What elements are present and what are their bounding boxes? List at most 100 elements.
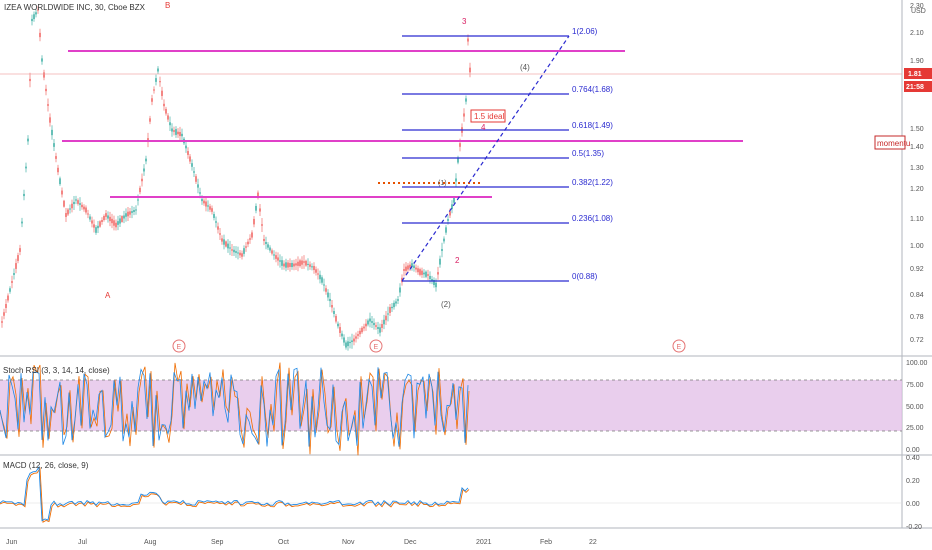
- candle-body: [389, 307, 391, 313]
- time-axis[interactable]: Jun Jul Aug Sep Oct Nov Dec 2021 Feb 22: [6, 539, 597, 546]
- wave-label-4[interactable]: 4: [481, 123, 486, 132]
- candle-body: [29, 78, 31, 82]
- candle-body: [153, 89, 155, 91]
- candle-body: [129, 211, 131, 215]
- stoch-tick-label: 25.00: [906, 425, 924, 432]
- candle-body: [441, 249, 443, 251]
- wave-label-b[interactable]: B: [165, 1, 170, 10]
- candle-body: [27, 138, 29, 142]
- ideal-callout[interactable]: [470, 109, 506, 123]
- price-tick-label: 2.30: [910, 3, 924, 10]
- wave-label-2-paren[interactable]: (2): [441, 300, 451, 309]
- candle-body: [293, 263, 295, 267]
- price-axis[interactable]: 2.302.101.901.701.501.401.301.201.101.00…: [910, 3, 924, 344]
- candle-body: [339, 327, 341, 333]
- stoch-title[interactable]: Stoch RSI (3, 3, 14, 14, close): [3, 366, 110, 375]
- candle-body: [453, 197, 455, 203]
- macd-tick-label: -0.20: [906, 524, 922, 531]
- candle-body: [11, 281, 13, 283]
- time-tick-label: Feb: [540, 539, 552, 546]
- candle-body: [217, 226, 219, 230]
- wave-label-1-paren[interactable]: (1): [438, 180, 447, 187]
- candle-body: [169, 122, 171, 126]
- earnings-marker[interactable]: E: [369, 339, 383, 353]
- candle-body: [439, 258, 441, 265]
- candle-body: [295, 263, 297, 266]
- candle-body: [47, 104, 49, 106]
- candle-body: [245, 246, 247, 248]
- candle-body: [77, 200, 79, 204]
- candle-body: [149, 118, 151, 122]
- price-pane[interactable]: [0, 0, 902, 356]
- candle-body: [111, 218, 113, 224]
- candle-body: [201, 198, 203, 202]
- candle-body: [133, 209, 135, 213]
- candle-body: [371, 321, 373, 323]
- candle-body: [303, 261, 305, 263]
- candle-body: [157, 68, 159, 72]
- candle-body: [61, 190, 63, 195]
- candle-body: [109, 216, 111, 222]
- candle-body: [259, 208, 261, 212]
- candle-body: [107, 215, 109, 219]
- macd-title[interactable]: MACD (12, 26, close, 9): [3, 461, 89, 470]
- candle-body: [299, 260, 301, 267]
- candle-body: [63, 200, 65, 207]
- earnings-marker[interactable]: E: [172, 339, 186, 353]
- candle-body: [193, 171, 195, 173]
- time-tick-label: 2021: [476, 539, 492, 546]
- macd-axis[interactable]: 0.40 0.20 0.00 -0.20: [906, 455, 922, 531]
- candle-body: [321, 277, 323, 283]
- macd-signal-line: [0, 467, 470, 523]
- price-tick-label: 1.10: [910, 216, 924, 223]
- candle-body: [467, 38, 469, 42]
- candle-body: [53, 143, 55, 147]
- candle-body: [403, 269, 405, 271]
- symbol-title[interactable]: IZEA WORLDWIDE INC, 30, Cboe BZX: [4, 3, 146, 12]
- candle-body: [459, 143, 461, 147]
- candle-body: [393, 302, 395, 308]
- time-tick-label: Oct: [278, 539, 289, 546]
- fibonacci-retracement[interactable]: [401, 35, 570, 282]
- candle-body: [205, 201, 207, 207]
- wave-label-a[interactable]: A: [105, 291, 111, 300]
- candle-body: [359, 330, 361, 335]
- candle-body: [117, 221, 119, 225]
- time-tick-label: Jul: [78, 539, 87, 546]
- candle-body: [383, 319, 385, 325]
- wave-label-3[interactable]: 3: [462, 17, 467, 26]
- candle-body: [257, 192, 259, 198]
- candle-body: [81, 204, 83, 208]
- stoch-axis[interactable]: 100.00 75.00 50.00 25.00 0.00: [906, 360, 928, 454]
- candle-body: [379, 327, 381, 333]
- candle-body: [451, 204, 453, 210]
- countdown-badge-text: 21:58: [906, 84, 924, 91]
- time-tick-label: Dec: [404, 539, 417, 546]
- candle-body: [101, 220, 103, 222]
- candle-body: [355, 336, 357, 339]
- candle-body: [69, 208, 71, 210]
- candle-body: [85, 207, 87, 213]
- stoch-tick-label: 75.00: [906, 382, 924, 389]
- wave-label-4-paren[interactable]: (4): [520, 63, 530, 72]
- candle-body: [265, 241, 267, 245]
- time-tick-label: Aug: [144, 539, 157, 546]
- candle-body: [165, 108, 167, 114]
- candle-body: [171, 128, 173, 132]
- candle-body: [377, 327, 379, 329]
- last-price-badge: [904, 68, 932, 79]
- stoch-rsi-lines: [0, 362, 470, 456]
- candle-body: [155, 78, 157, 82]
- earnings-marker[interactable]: E: [672, 339, 686, 353]
- candle-body: [261, 224, 263, 226]
- momentum-callout[interactable]: [874, 135, 906, 150]
- candle-body: [219, 233, 221, 235]
- candle-body: [25, 166, 27, 169]
- candle-body: [175, 129, 177, 135]
- candle-body: [287, 262, 289, 268]
- wave-label-2[interactable]: 2: [455, 256, 460, 265]
- candle-body: [151, 98, 153, 102]
- candle-body: [41, 58, 43, 62]
- candle-body: [387, 313, 389, 315]
